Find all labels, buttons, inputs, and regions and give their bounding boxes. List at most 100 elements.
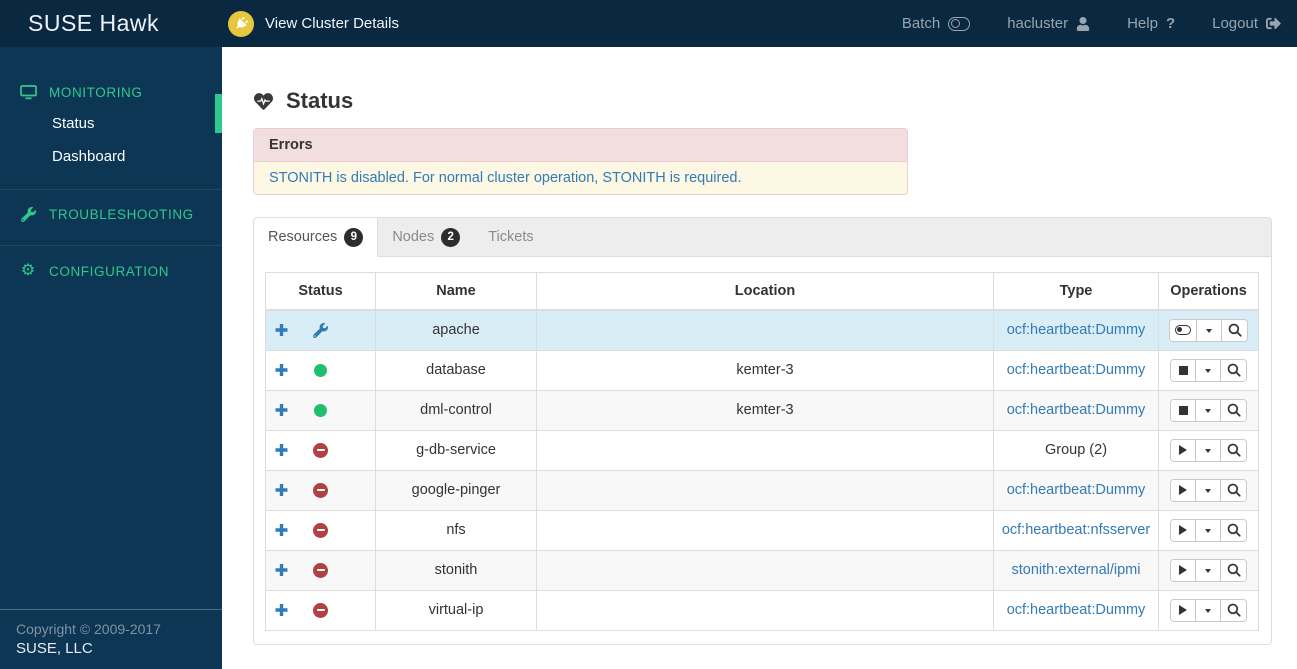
sidebar-item-dashboard[interactable]: Dashboard <box>0 140 222 173</box>
magnifier-icon <box>1227 523 1241 537</box>
resource-name: stonith <box>375 549 537 591</box>
operation-start-button[interactable] <box>1171 559 1196 581</box>
resource-status-icon <box>313 562 328 578</box>
operation-start-button[interactable] <box>1171 599 1196 621</box>
user-menu[interactable]: hacluster <box>1007 15 1090 32</box>
error-message-link[interactable]: STONITH is disabled. For normal cluster … <box>254 161 907 194</box>
resource-type-link[interactable]: ocf:heartbeat:Dummy <box>1006 402 1146 418</box>
resource-type-link[interactable]: ocf:heartbeat:Dummy <box>1006 322 1146 338</box>
view-cluster-details-button[interactable]: View Cluster Details <box>228 10 399 37</box>
operation-start-button[interactable] <box>1171 479 1196 501</box>
table-row: database kemter-3 ocf:heartbeat:Dummy <box>265 349 1259 391</box>
operation-start-button[interactable] <box>1171 519 1196 541</box>
operation-dropdown-button[interactable] <box>1196 359 1221 381</box>
details-button[interactable] <box>1221 439 1246 461</box>
details-button[interactable] <box>1221 479 1246 501</box>
tab-resources[interactable]: Resources 9 <box>254 218 379 257</box>
operations-cell <box>1158 349 1259 391</box>
magnifier-icon <box>1227 483 1241 497</box>
operation-icon <box>1175 325 1191 335</box>
main-content: Status Errors STONITH is disabled. For n… <box>222 47 1297 669</box>
sidebar-section-troubleshooting: TROUBLESHOOTING <box>0 189 222 239</box>
batch-button[interactable]: Batch <box>902 15 971 32</box>
operation-toggle-button[interactable] <box>1170 319 1197 341</box>
magnifier-icon <box>1227 443 1241 457</box>
plus-icon <box>275 364 288 376</box>
expand-row-button[interactable] <box>275 404 288 417</box>
sidebar-heading-troubleshooting[interactable]: TROUBLESHOOTING <box>0 200 222 229</box>
sidebar-heading-monitoring[interactable]: MONITORING <box>0 78 222 107</box>
expand-row-button[interactable] <box>275 564 288 577</box>
operation-dropdown-button[interactable] <box>1196 479 1221 501</box>
status-cell <box>265 389 376 431</box>
batch-toggle-icon <box>948 16 971 31</box>
tab-tickets[interactable]: Tickets <box>474 218 547 256</box>
sidebar-heading-label: CONFIGURATION <box>49 263 170 279</box>
app-brand[interactable]: SUSE Hawk <box>28 10 160 36</box>
wrench-icon <box>18 207 38 222</box>
resource-name: database <box>375 349 537 391</box>
table-row: dml-control kemter-3 ocf:heartbeat:Dummy <box>265 389 1259 431</box>
expand-row-button[interactable] <box>275 444 288 457</box>
details-button[interactable] <box>1221 599 1246 621</box>
resources-count-badge: 9 <box>344 227 364 247</box>
plug-icon <box>228 10 254 37</box>
details-button[interactable] <box>1221 359 1246 381</box>
resource-type-link[interactable]: ocf:heartbeat:nfsserver <box>1001 522 1151 538</box>
operation-dropdown-button[interactable] <box>1196 399 1221 421</box>
expand-row-button[interactable] <box>275 364 288 377</box>
operation-stop-button[interactable] <box>1171 359 1196 381</box>
operations-button-group <box>1170 558 1247 582</box>
errors-panel-title: Errors <box>254 129 907 161</box>
magnifier-icon <box>1228 323 1242 337</box>
resource-type-link[interactable]: ocf:heartbeat:Dummy <box>1006 602 1146 618</box>
plus-icon <box>275 564 288 576</box>
logout-button[interactable]: Logout <box>1212 15 1281 32</box>
details-button[interactable] <box>1221 399 1246 421</box>
expand-row-button[interactable] <box>275 604 288 617</box>
tab-nodes[interactable]: Nodes 2 <box>378 218 474 256</box>
operation-icon <box>1179 565 1187 575</box>
operation-dropdown-button[interactable] <box>1196 439 1221 461</box>
expand-row-button[interactable] <box>275 484 288 497</box>
question-mark-icon: ? <box>1165 15 1176 32</box>
caret-down-icon <box>1205 448 1211 453</box>
page-title-text: Status <box>286 88 354 113</box>
operation-stop-button[interactable] <box>1171 399 1196 421</box>
stopped-status-icon <box>313 562 328 578</box>
details-button[interactable] <box>1221 519 1246 541</box>
help-menu[interactable]: Help ? <box>1127 15 1175 32</box>
plus-icon <box>275 324 288 336</box>
caret-down-icon <box>1205 368 1211 373</box>
status-cell <box>265 429 376 471</box>
operation-dropdown-button[interactable] <box>1196 519 1221 541</box>
column-header-type: Type <box>993 272 1159 311</box>
operations-cell <box>1158 389 1259 431</box>
username-label: hacluster <box>1007 15 1069 32</box>
expand-row-button[interactable] <box>275 324 288 337</box>
resource-type-link[interactable]: ocf:heartbeat:Dummy <box>1006 362 1146 378</box>
operations-cell <box>1158 549 1259 591</box>
resource-type-link[interactable]: stonith:external/ipmi <box>1011 562 1141 578</box>
errors-panel: Errors STONITH is disabled. For normal c… <box>253 128 908 195</box>
sidebar-item-status[interactable]: Status <box>0 94 222 140</box>
magnifier-icon <box>1227 363 1241 377</box>
sidebar-heading-configuration[interactable]: ⚙ CONFIGURATION <box>0 256 222 286</box>
tab-bar: Resources 9 Nodes 2 Tickets <box>254 218 1271 257</box>
expand-row-button[interactable] <box>275 524 288 537</box>
resource-type-link[interactable]: ocf:heartbeat:Dummy <box>1006 482 1146 498</box>
operation-dropdown-button[interactable] <box>1196 559 1221 581</box>
table-row: stonith stonith:external/ipmi <box>265 549 1259 591</box>
operation-start-button[interactable] <box>1171 439 1196 461</box>
resource-name: nfs <box>375 509 537 551</box>
resources-table: Status Name Location Type Operations <box>265 272 1259 631</box>
gear-icon: ⚙ <box>20 262 36 279</box>
tab-label: Resources <box>268 229 338 245</box>
operation-dropdown-button[interactable] <box>1197 319 1222 341</box>
details-button[interactable] <box>1221 559 1246 581</box>
details-button[interactable] <box>1222 319 1247 341</box>
stopped-status-icon <box>313 522 328 538</box>
top-bar: SUSE Hawk View Cluster Details Batch hac… <box>0 0 1297 47</box>
resource-status-icon <box>313 602 328 618</box>
operation-dropdown-button[interactable] <box>1196 599 1221 621</box>
